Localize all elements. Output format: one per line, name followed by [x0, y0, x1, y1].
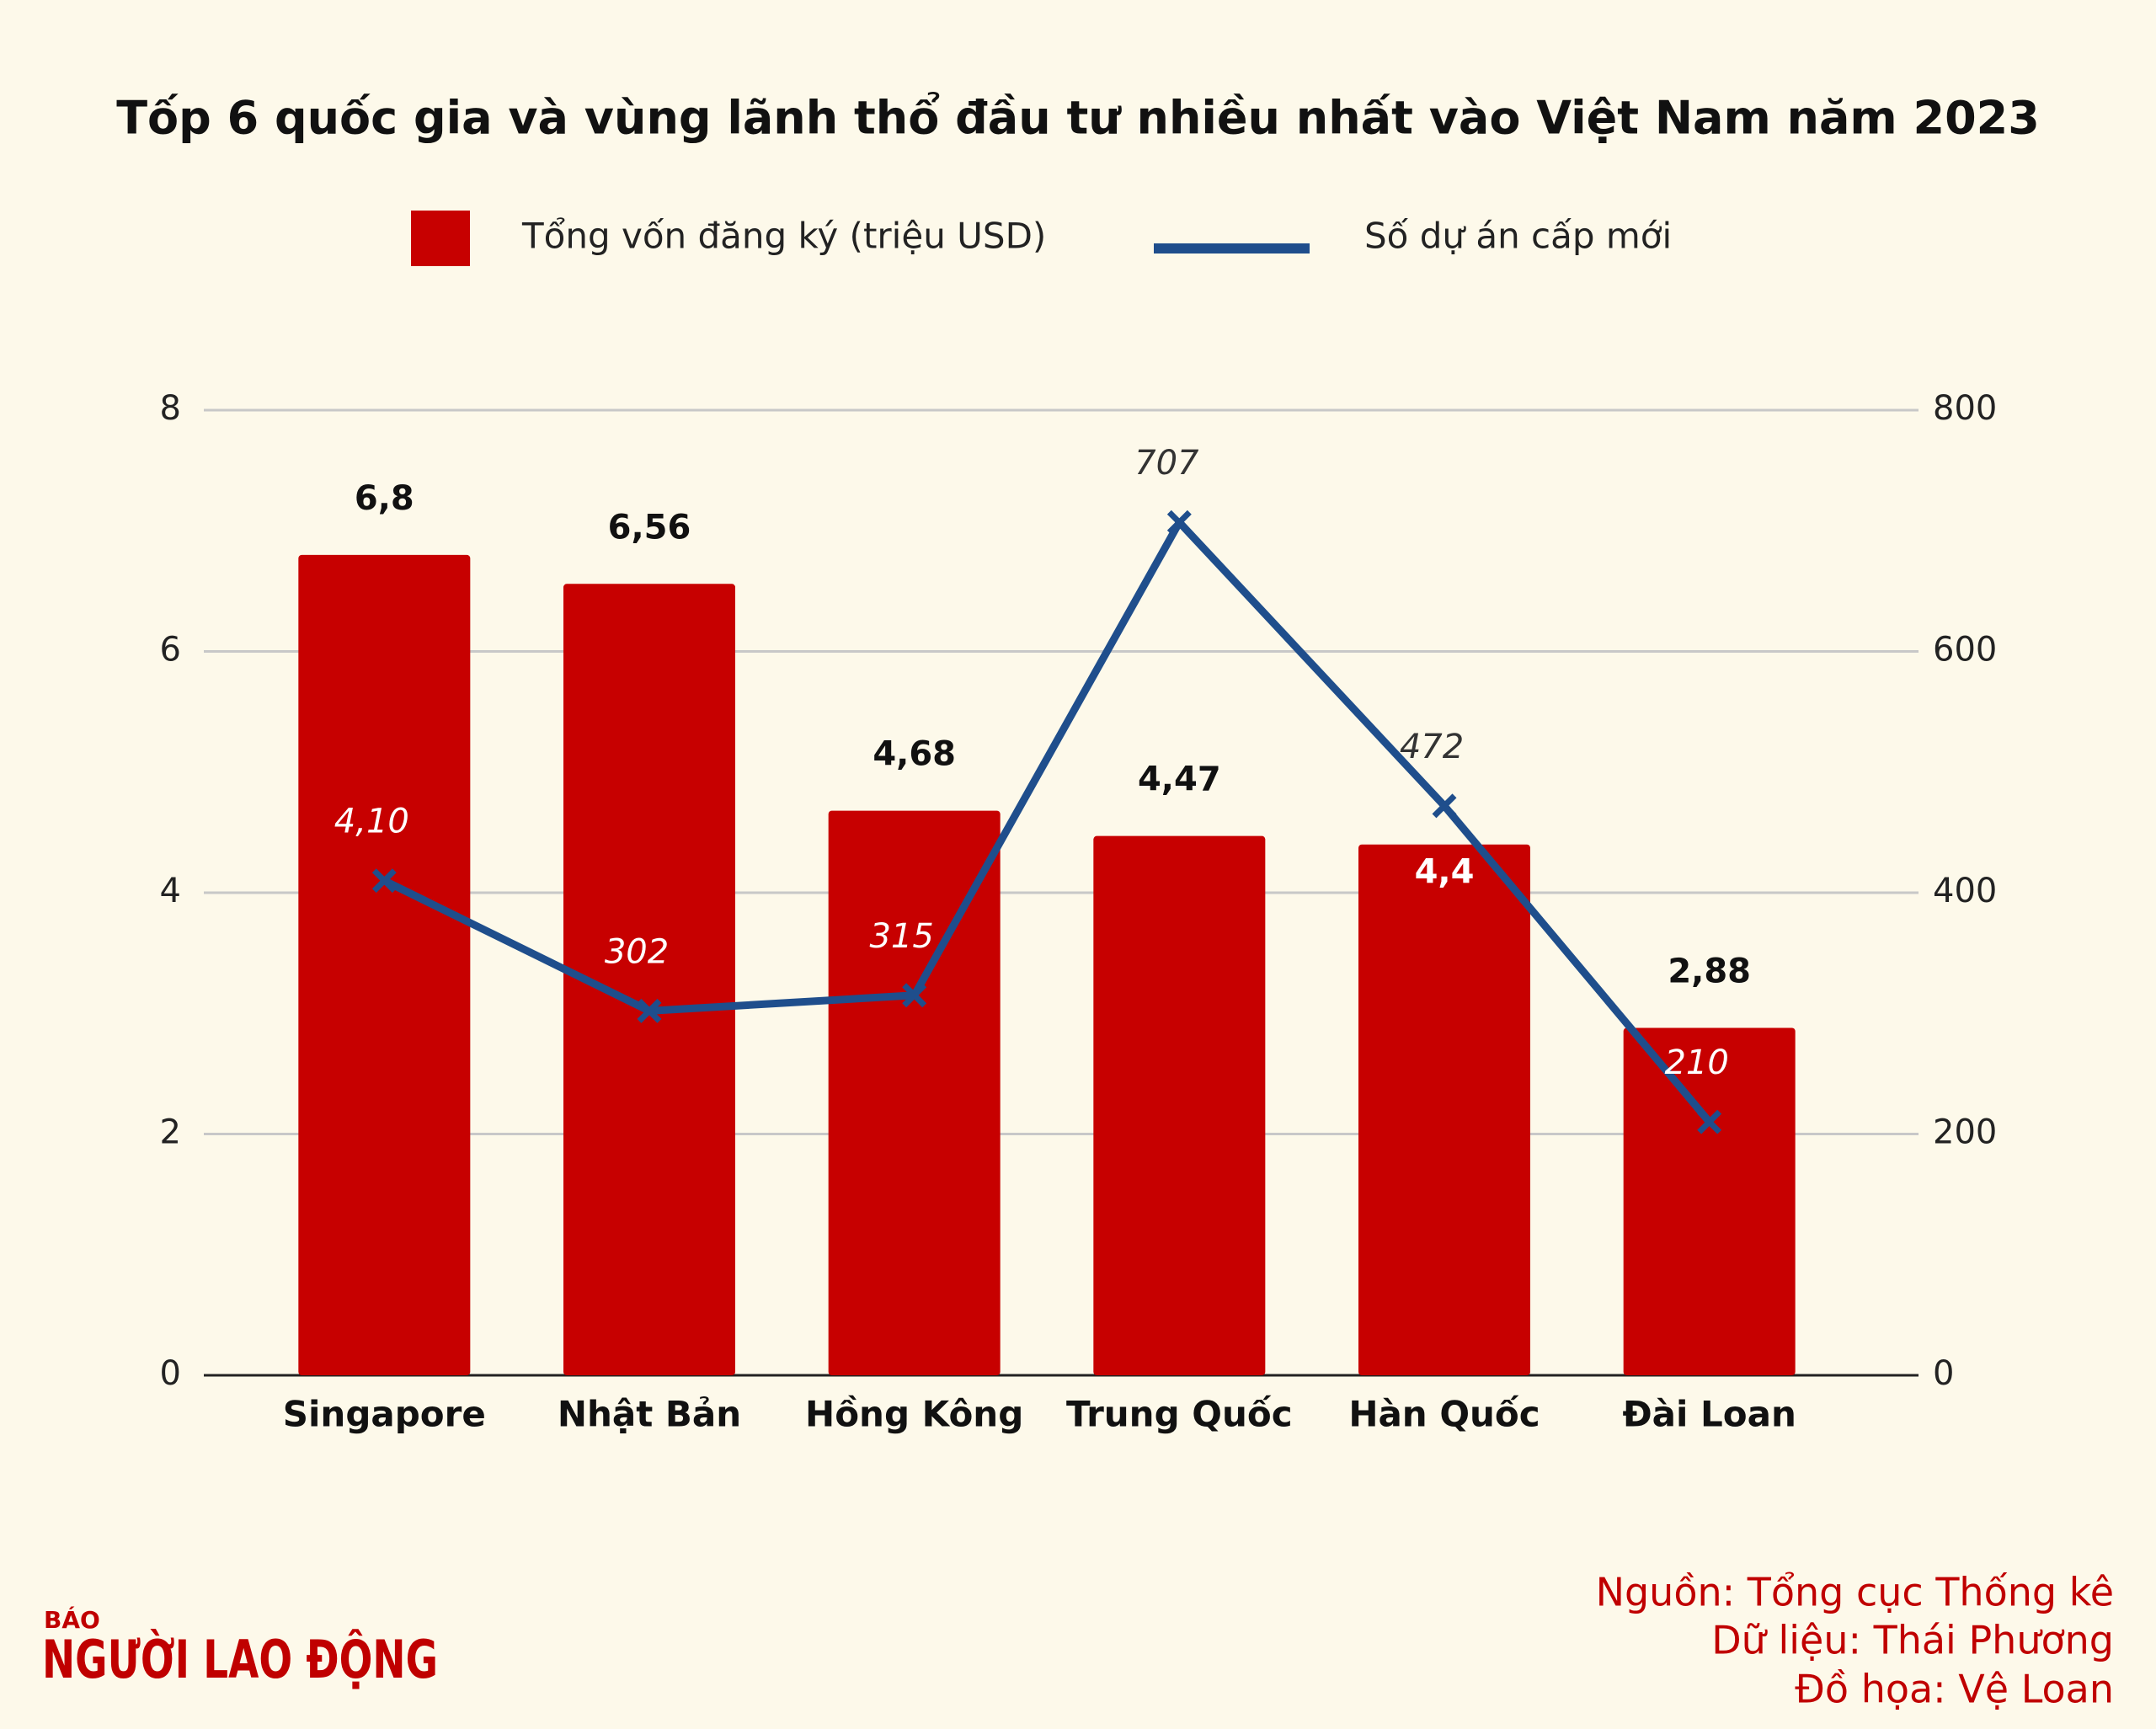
y-tick-label: 0	[160, 1354, 181, 1393]
line	[382, 518, 1713, 1125]
logo-big: NGƯỜI LAO ĐỘNG	[42, 1629, 438, 1690]
y2-tick-label: 800	[1933, 389, 1997, 428]
y2-tick-label: 400	[1933, 872, 1997, 910]
line-point	[1432, 793, 1457, 819]
y-tick-label: 4	[160, 872, 181, 910]
bar	[1358, 844, 1530, 1375]
x-tick-label: Trung Quốc	[1066, 1394, 1293, 1435]
y2-tick-label: 200	[1933, 1113, 1997, 1152]
source-line: Đồ họa: Vệ Loan	[1795, 1667, 2114, 1712]
bar	[828, 810, 1001, 1375]
line-point	[902, 983, 927, 1008]
bar-value-label: 6,56	[608, 508, 691, 547]
line-value-label: 302	[605, 932, 669, 971]
x-tick-label: Hồng Kông	[805, 1394, 1023, 1435]
y2-tick-label: 600	[1933, 631, 1997, 670]
bar-value-label: 6,8	[355, 479, 414, 518]
bar-value-label: 4,68	[873, 735, 956, 774]
line-point	[1166, 510, 1192, 535]
source-line: Nguồn: Tổng cục Thống kê	[1596, 1570, 2114, 1615]
y2-tick-label: 0	[1933, 1354, 1954, 1393]
logo-small: BÁO	[44, 1605, 100, 1634]
chart-title: Tốp 6 quốc gia và vùng lãnh thổ đầu tư n…	[116, 92, 2040, 145]
line-point	[1697, 1109, 1722, 1134]
bar-value-label: 4,47	[1138, 760, 1221, 799]
line-value-label: 472	[1400, 728, 1464, 766]
y-tick-label: 2	[160, 1113, 181, 1152]
legend-label: Số dự án cấp mới	[1364, 216, 1672, 257]
bar-value-label: 4,4	[1415, 853, 1475, 892]
legend-swatch	[411, 211, 470, 266]
x-tick-label: Đài Loan	[1622, 1394, 1796, 1435]
x-tick-label: Nhật Bản	[558, 1394, 741, 1435]
line-value-label: 707	[1134, 444, 1199, 483]
bar	[563, 584, 735, 1375]
line-value-label: 315	[869, 917, 933, 956]
line-value-label: 210	[1664, 1043, 1728, 1082]
line-point	[371, 868, 397, 894]
bar	[298, 554, 471, 1375]
x-tick-label: Singapore	[283, 1394, 486, 1435]
bar	[1623, 1027, 1796, 1375]
bar-value-label: 2,88	[1668, 952, 1751, 990]
y-tick-label: 8	[160, 389, 181, 428]
source-line: Dữ liệu: Thái Phương	[1711, 1618, 2114, 1663]
line-value-label: 4,10	[334, 803, 409, 841]
y-tick-label: 6	[160, 631, 181, 670]
x-tick-label: Hàn Quốc	[1348, 1394, 1540, 1435]
legend-label: Tổng vốn đăng ký (triệu USD)	[521, 216, 1046, 257]
bar	[1093, 835, 1266, 1375]
line-point	[637, 998, 662, 1023]
